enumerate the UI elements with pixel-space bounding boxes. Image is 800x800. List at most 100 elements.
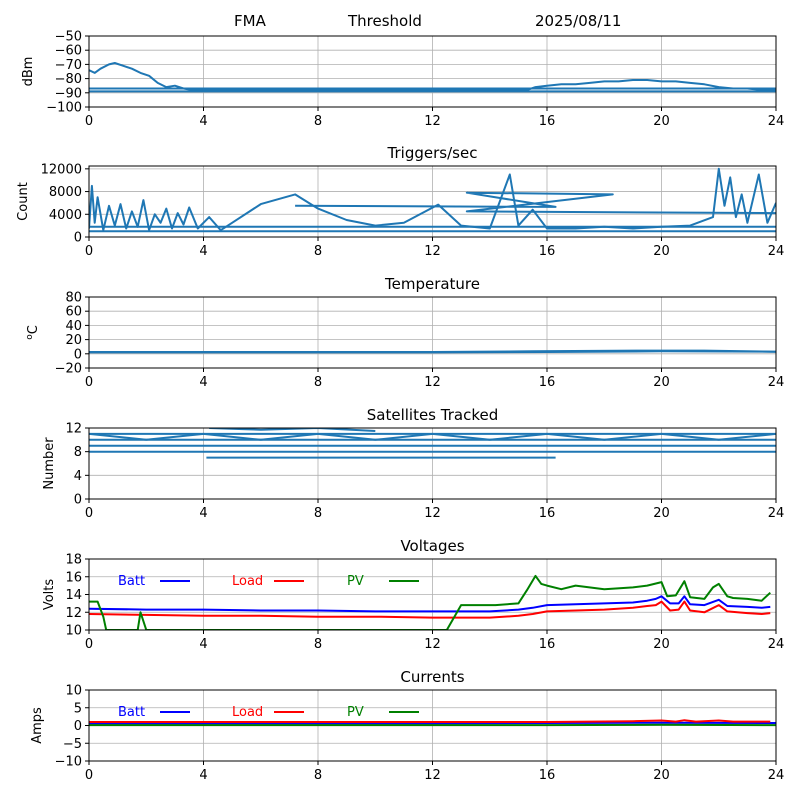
series-line-6 bbox=[209, 428, 376, 432]
x-tick-label: 16 bbox=[539, 114, 556, 129]
y-tick-label: 0 bbox=[74, 493, 82, 508]
panel-title: Triggers/sec bbox=[387, 144, 478, 162]
series-line-batt bbox=[89, 595, 771, 613]
x-tick-label: 0 bbox=[85, 768, 93, 783]
x-tick-label: 8 bbox=[314, 244, 322, 259]
series-group bbox=[89, 719, 776, 727]
legend-label-pv: PV bbox=[347, 574, 364, 589]
header-station: FMA bbox=[234, 12, 266, 30]
y-tick-label: 12 bbox=[65, 422, 82, 437]
y-tick-label: 20 bbox=[65, 333, 82, 348]
y-tick-label: −70 bbox=[55, 58, 82, 73]
legend-label-batt: Batt bbox=[118, 705, 145, 720]
legend-label-batt: Batt bbox=[118, 574, 145, 589]
y-tick-label: 8000 bbox=[49, 185, 82, 200]
y-tick-label: 16 bbox=[65, 570, 82, 585]
x-tick-label: 12 bbox=[424, 244, 441, 259]
x-tick-label: 16 bbox=[539, 506, 556, 521]
y-tick-label: −20 bbox=[55, 362, 82, 377]
y-tick-label: 4000 bbox=[49, 208, 82, 223]
panel-1: 0 4 8 12 16 20 24 0 4000 8000 12000 Triggers/sec Cou… bbox=[16, 144, 784, 259]
x-tick-label: 20 bbox=[653, 506, 670, 521]
x-tick-label: 20 bbox=[653, 768, 670, 783]
series-group bbox=[89, 428, 776, 459]
x-tick-label: 16 bbox=[539, 375, 556, 390]
series-line-load bbox=[89, 600, 771, 619]
y-tick-label: 14 bbox=[65, 588, 82, 603]
x-tick-label: 24 bbox=[768, 637, 785, 652]
series-line-1 bbox=[295, 191, 776, 215]
y-tick-label: 10 bbox=[65, 684, 82, 699]
x-tick-label: 8 bbox=[314, 637, 322, 652]
x-tick-label: 0 bbox=[85, 506, 93, 521]
series-line-4 bbox=[89, 432, 776, 441]
y-tick-label: −50 bbox=[55, 30, 82, 45]
legend-label-load: Load bbox=[232, 574, 263, 589]
x-tick-label: 4 bbox=[199, 244, 207, 259]
x-tick-label: 24 bbox=[768, 114, 785, 129]
panel-0: 0 4 8 12 16 20 24 −100−90−80−70−60−50 dBm bbox=[21, 30, 784, 130]
x-tick-label: 4 bbox=[199, 375, 207, 390]
x-tick-label: 24 bbox=[768, 244, 785, 259]
y-tick-label: 8 bbox=[74, 445, 82, 460]
series-line-batt bbox=[89, 721, 776, 725]
x-tick-label: 4 bbox=[199, 768, 207, 783]
panel-title: Temperature bbox=[384, 275, 480, 293]
x-tick-label: 12 bbox=[424, 506, 441, 521]
x-tick-label: 24 bbox=[768, 768, 785, 783]
y-tick-label: 80 bbox=[65, 291, 82, 306]
x-tick-label: 12 bbox=[424, 375, 441, 390]
x-tick-label: 4 bbox=[199, 114, 207, 129]
header-mode: Threshold bbox=[348, 12, 422, 30]
series-group bbox=[89, 62, 776, 93]
panel-4: 0 4 8 12 16 20 24 10 12 14 16 18 Voltages Volts Batt Lo… bbox=[42, 537, 784, 652]
x-tick-label: 20 bbox=[653, 114, 670, 129]
y-axis-label: Count bbox=[16, 182, 31, 221]
y-tick-label: 12000 bbox=[41, 162, 82, 177]
y-tick-label: 4 bbox=[74, 469, 82, 484]
y-axis-label-unit: C bbox=[26, 325, 41, 334]
y-axis-label: oC bbox=[25, 325, 41, 340]
x-tick-label: 0 bbox=[85, 114, 93, 129]
y-tick-label: 0 bbox=[74, 231, 82, 246]
y-tick-label: 0 bbox=[74, 347, 82, 362]
x-tick-label: 0 bbox=[85, 637, 93, 652]
x-tick-label: 16 bbox=[539, 637, 556, 652]
y-axis-label-degree: o bbox=[25, 334, 35, 340]
header-date: 2025/08/11 bbox=[535, 12, 622, 30]
y-axis-label: Number bbox=[42, 437, 57, 490]
y-tick-label: 10 bbox=[65, 624, 82, 639]
x-tick-label: 24 bbox=[768, 506, 785, 521]
legend-label-load: Load bbox=[232, 705, 263, 720]
x-tick-label: 8 bbox=[314, 375, 322, 390]
legend-label-pv: PV bbox=[347, 705, 364, 720]
x-tick-label: 4 bbox=[199, 637, 207, 652]
y-axis-label: dBm bbox=[21, 57, 36, 87]
x-tick-label: 12 bbox=[424, 768, 441, 783]
y-tick-label: −100 bbox=[46, 101, 82, 116]
panel-5: 0 4 8 12 16 20 24 −10 −5 0 5 10 Currents Amps Batt Load… bbox=[30, 668, 784, 783]
series-line-load bbox=[89, 719, 771, 723]
series-group bbox=[89, 167, 776, 233]
x-tick-label: 16 bbox=[539, 244, 556, 259]
x-tick-label: 20 bbox=[653, 375, 670, 390]
series-line-0 bbox=[89, 62, 776, 91]
x-tick-label: 16 bbox=[539, 768, 556, 783]
x-tick-label: 20 bbox=[653, 637, 670, 652]
panel-3: 0 4 8 12 16 20 24 0 4 8 12 Satellites Tracked Number bbox=[42, 406, 784, 521]
y-tick-label: 60 bbox=[65, 305, 82, 320]
y-tick-label: −60 bbox=[55, 44, 82, 59]
x-tick-label: 12 bbox=[424, 114, 441, 129]
y-tick-label: 0 bbox=[74, 719, 82, 734]
x-tick-label: 8 bbox=[314, 114, 322, 129]
series-group bbox=[89, 574, 771, 630]
y-tick-label: −5 bbox=[63, 737, 82, 752]
panel-title: Satellites Tracked bbox=[367, 406, 498, 424]
panel-title: Voltages bbox=[400, 537, 464, 555]
x-tick-label: 8 bbox=[314, 768, 322, 783]
x-tick-label: 0 bbox=[85, 244, 93, 259]
x-tick-label: 8 bbox=[314, 506, 322, 521]
series-line-1 bbox=[89, 349, 776, 353]
